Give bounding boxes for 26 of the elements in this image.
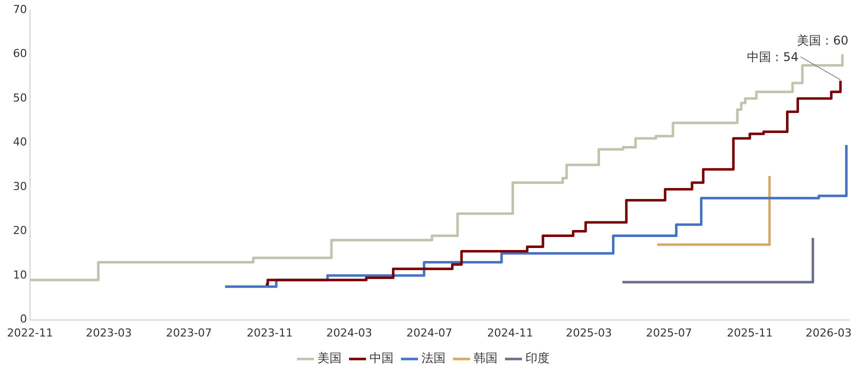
- y-tick-label: 40: [13, 136, 27, 149]
- legend-label: 韩国: [474, 351, 498, 366]
- x-tick-label: 2025-07: [646, 326, 692, 340]
- annotation: 美国：60: [797, 33, 848, 48]
- annotation: 中国：54: [747, 50, 798, 64]
- x-tick-label: 2023-07: [166, 326, 212, 340]
- x-tick-label: 2022-11: [7, 326, 53, 340]
- legend-label: 印度: [526, 351, 550, 366]
- legend-label: 中国: [370, 351, 394, 366]
- legend-label: 法国: [422, 351, 446, 366]
- x-tick-label: 2025-11: [726, 326, 773, 340]
- y-tick-label: 0: [20, 312, 27, 326]
- x-tick-label: 2024-03: [326, 326, 372, 340]
- y-tick-label: 70: [13, 2, 27, 16]
- y-tick-label: 30: [13, 180, 27, 193]
- x-tick-label: 2024-07: [406, 326, 452, 340]
- y-tick-label: 10: [13, 268, 27, 282]
- y-tick-label: 50: [13, 91, 27, 104]
- x-tick-label: 2023-03: [86, 326, 132, 340]
- x-tick-label: 2024-11: [487, 326, 534, 340]
- y-tick-label: 60: [13, 47, 27, 60]
- legend-label: 美国: [318, 351, 342, 366]
- y-tick-label: 20: [13, 224, 27, 238]
- x-tick-label: 2023-11: [246, 326, 293, 340]
- x-tick-label: 2026-03: [806, 326, 852, 340]
- x-tick-label: 2025-03: [566, 326, 612, 340]
